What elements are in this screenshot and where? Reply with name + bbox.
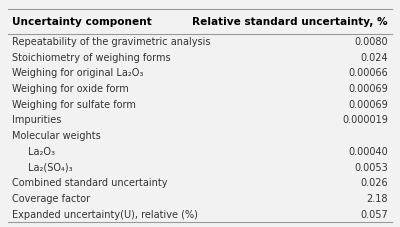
Text: 0.057: 0.057 <box>360 210 388 220</box>
Text: Molecular weights: Molecular weights <box>12 131 101 141</box>
Text: La₂(SO₄)₃: La₂(SO₄)₃ <box>28 163 73 173</box>
Text: 0.00069: 0.00069 <box>348 100 388 110</box>
Text: Uncertainty component: Uncertainty component <box>12 17 152 27</box>
Text: 0.0053: 0.0053 <box>354 163 388 173</box>
Text: Repeatability of the gravimetric analysis: Repeatability of the gravimetric analysi… <box>12 37 210 47</box>
Text: Impurities: Impurities <box>12 115 61 125</box>
Text: La₂O₃: La₂O₃ <box>28 147 55 157</box>
Text: 0.00066: 0.00066 <box>348 68 388 78</box>
Text: Weighing for original La₂O₃: Weighing for original La₂O₃ <box>12 68 143 78</box>
Text: 0.026: 0.026 <box>360 178 388 188</box>
Text: 2.18: 2.18 <box>366 194 388 204</box>
Text: 0.00069: 0.00069 <box>348 84 388 94</box>
Text: Stoichiometry of weighing forms: Stoichiometry of weighing forms <box>12 53 171 63</box>
Text: 0.0080: 0.0080 <box>354 37 388 47</box>
Text: 0.000019: 0.000019 <box>342 115 388 125</box>
Text: 0.00040: 0.00040 <box>348 147 388 157</box>
Text: Relative standard uncertainty, %: Relative standard uncertainty, % <box>192 17 388 27</box>
Text: 0.024: 0.024 <box>360 53 388 63</box>
Text: Combined standard uncertainty: Combined standard uncertainty <box>12 178 168 188</box>
Text: Coverage factor: Coverage factor <box>12 194 90 204</box>
Text: Weighing for oxide form: Weighing for oxide form <box>12 84 129 94</box>
Text: Expanded uncertainty(U), relative (%): Expanded uncertainty(U), relative (%) <box>12 210 198 220</box>
Text: Weighing for sulfate form: Weighing for sulfate form <box>12 100 136 110</box>
